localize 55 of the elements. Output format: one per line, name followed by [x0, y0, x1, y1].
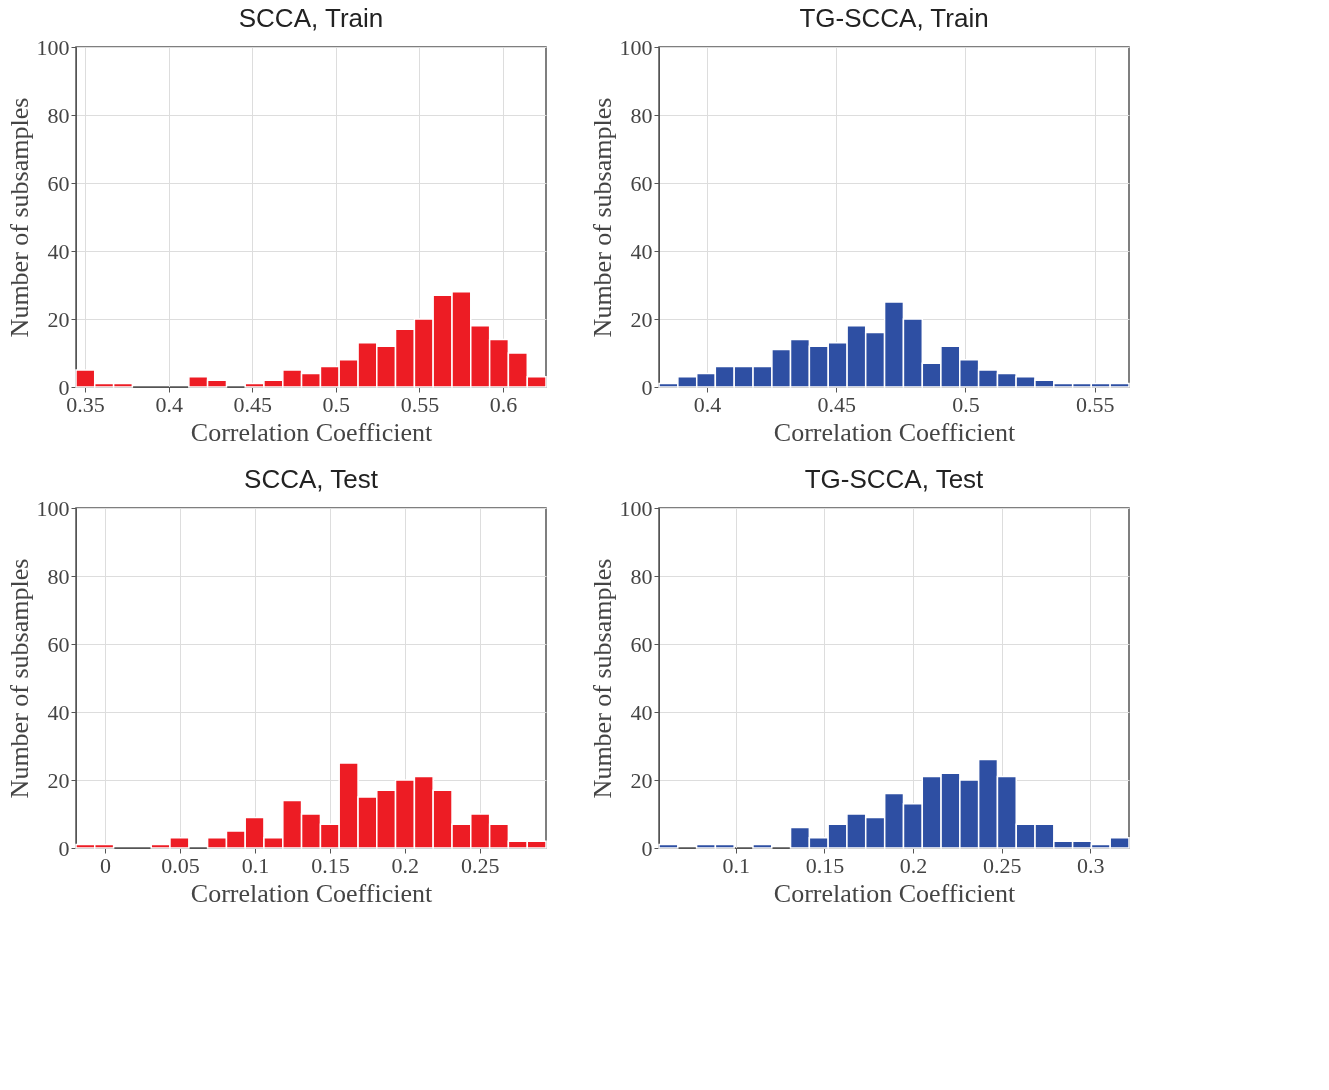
x-axis-title: Correlation Coefficient [773, 878, 1016, 908]
x-tick-label: 0.1 [241, 852, 270, 878]
x-tick-label: 0.2 [391, 852, 420, 878]
y-tick-label: 40 [47, 699, 70, 725]
y-axis-title: Number of subsamples [587, 558, 617, 799]
x-tick-label: 0 [100, 852, 112, 878]
y-tick-label: 60 [630, 631, 653, 657]
x-axis-title: Correlation Coefficient [773, 417, 1016, 447]
y-axis-title: Number of subsamples [587, 97, 617, 338]
y-tick-label: 60 [47, 631, 70, 657]
y-tick-label: 40 [630, 238, 653, 264]
y-tick-label: 80 [47, 563, 70, 589]
x-axis-title: Correlation Coefficient [190, 878, 433, 908]
y-tick-label: 20 [630, 306, 653, 332]
x-tick-label: 0.55 [1075, 391, 1115, 417]
y-tick-label: 80 [630, 102, 653, 128]
y-tick-label: 20 [47, 767, 70, 793]
x-tick-label: 0.05 [161, 852, 200, 878]
x-tick-label: 0.45 [233, 391, 272, 417]
x-tick-label: 0.45 [817, 391, 856, 417]
y-tick-label: 80 [47, 102, 70, 128]
x-tick-label: 0.6 [489, 391, 518, 417]
y-axis-title: Number of subsamples [4, 97, 34, 338]
chart-title: SCCA, Train [238, 3, 384, 33]
y-tick-label: 60 [47, 170, 70, 196]
y-tick-label: 40 [630, 699, 653, 725]
y-tick-label: 100 [619, 34, 653, 60]
x-tick-label: 0.1 [722, 852, 751, 878]
y-tick-label: 0 [641, 374, 653, 400]
y-tick-label: 20 [47, 306, 70, 332]
x-axis-title: Correlation Coefficient [190, 417, 433, 447]
x-tick-label: 0.15 [311, 852, 350, 878]
x-tick-label: 0.25 [461, 852, 500, 878]
x-tick-label: 0.3 [1077, 852, 1105, 878]
chart-title: SCCA, Test [244, 464, 379, 494]
y-tick-label: 40 [47, 238, 70, 264]
x-tick-label: 0.15 [805, 852, 845, 878]
y-axis-title: Number of subsamples [4, 558, 34, 799]
y-tick-label: 100 [36, 495, 70, 521]
x-tick-label: 0.5 [952, 391, 980, 417]
y-tick-label: 20 [630, 767, 653, 793]
y-tick-label: 100 [36, 34, 70, 60]
y-tick-label: 60 [630, 170, 653, 196]
y-tick-label: 80 [630, 563, 653, 589]
x-tick-label: 0.25 [982, 852, 1022, 878]
y-tick-label: 100 [619, 495, 653, 521]
chart-title: TG-SCCA, Test [804, 464, 985, 494]
y-tick-label: 0 [58, 835, 70, 861]
y-tick-label: 0 [641, 835, 653, 861]
chart-title: TG-SCCA, Train [799, 3, 989, 33]
x-tick-label: 0.55 [400, 391, 440, 417]
x-tick-label: 0.4 [693, 391, 722, 417]
x-tick-label: 0.2 [899, 852, 928, 878]
x-tick-label: 0.5 [322, 391, 351, 417]
x-tick-label: 0.4 [155, 391, 183, 417]
